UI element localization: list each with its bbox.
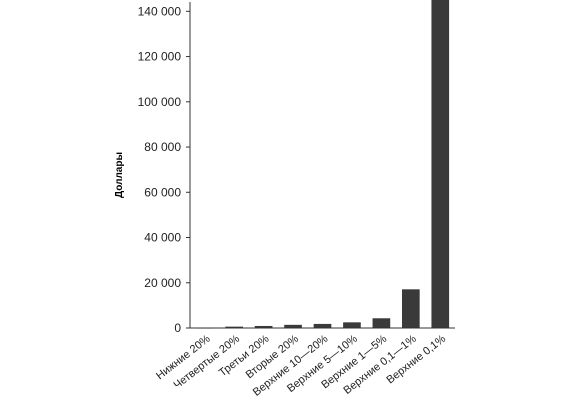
x-axis: Нижние 20%Четвертые 20%Третьи 20%Вторые … [154,327,455,399]
y-tick-label: 120 000 [138,50,182,64]
bar [313,323,332,328]
bar [431,0,450,328]
bar [402,289,420,328]
y-tick-label: 40 000 [144,231,181,245]
y-tick-label: 140 000 [138,4,182,18]
y-tick-label: 100 000 [138,95,182,109]
bar [284,324,302,328]
bar [372,318,391,328]
bar [343,322,361,328]
bar [225,326,243,328]
y-tick-label: 60 000 [144,185,181,199]
bars [195,0,450,329]
y-axis: 0 20 000 40 000 60 000 80 000 100 000 120 000 1… [138,2,191,335]
y-tick-label: 80 000 [144,140,181,154]
y-tick-label: 20 000 [144,276,181,290]
y-axis-label: Доллары [114,152,125,198]
bar [254,325,273,328]
y-tick-label: 0 [174,321,181,335]
